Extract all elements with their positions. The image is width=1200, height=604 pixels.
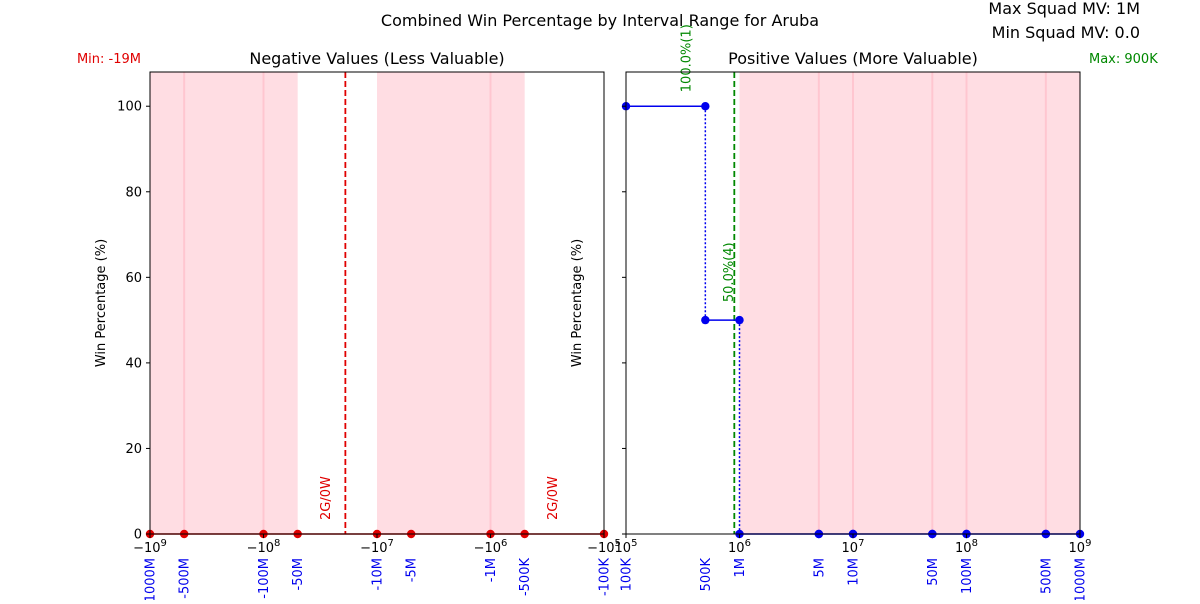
step-start-point-1 (701, 315, 710, 325)
interval-label-50m: -50M (291, 558, 306, 590)
negative-panel-title: Negative Values (Less Valuable) (249, 49, 504, 68)
interval-label-500m: 500M (1039, 558, 1054, 594)
interval-label-5m: 5M (812, 558, 827, 578)
interval-label-10m: -10M (371, 558, 386, 590)
interval-label-1m: -1M (484, 558, 499, 582)
positive-values-panel: Positive Values (More Valuable) Max: 900… (570, 24, 1158, 602)
negative-values-panel: Negative Values (Less Valuable) Min: -19… (77, 49, 621, 604)
interval-label-100k: -100K (598, 558, 613, 597)
shaded-range-1 (377, 72, 525, 534)
interval-label-100m: -100M (257, 558, 272, 599)
shaded-range-0 (739, 72, 1080, 534)
x-tick-label-10-9: 109 (1069, 538, 1092, 556)
interval-label-100m: 100M (960, 558, 975, 594)
max-squad-mv-label: Max Squad MV: 1M (988, 0, 1140, 18)
x-tick-label-10-5: −105 (587, 538, 621, 556)
y-tick-label-5: 100 (117, 100, 142, 115)
annotation-1: 50.0%(4) (722, 242, 737, 302)
interval-label-1000m: -1000M (144, 558, 159, 600)
y-tick-label-3: 60 (125, 271, 142, 286)
annotation-1: 2G/0W (546, 476, 561, 520)
x-tick-label-10-7: 107 (842, 538, 865, 556)
y-tick-label-1: 20 (125, 442, 142, 457)
interval-label-100k: 100K (620, 558, 635, 592)
interval-label-500m: -500M (178, 558, 193, 599)
y-axis-label: Win Percentage (%) (570, 239, 585, 367)
interval-label-500k: -500K (518, 558, 533, 597)
shaded-range-0 (150, 72, 298, 534)
x-tick-label-10-6: −106 (474, 538, 508, 556)
y-tick-label-2: 40 (125, 356, 142, 371)
y-axis-label: Win Percentage (%) (94, 239, 109, 367)
x-tick-label-10-5: 105 (615, 538, 638, 556)
interval-label-1m: 1M (733, 558, 748, 578)
interval-label-50m: 50M (926, 558, 941, 586)
threshold-label: Max: 900K (1089, 52, 1158, 67)
interval-label-10m: 10M (847, 558, 862, 586)
interval-label-500k: 500K (699, 558, 714, 592)
annotation-0: 100.0%(1) (679, 24, 694, 92)
y-tick-label-4: 80 (125, 185, 142, 200)
min-squad-mv-label: Min Squad MV: 0.0 (992, 23, 1140, 42)
x-tick-label-10-8: −108 (247, 538, 281, 556)
x-tick-label-10-7: −107 (360, 538, 394, 556)
x-tick-label-10-9: −109 (133, 538, 167, 556)
x-tick-label-10-8: 108 (955, 538, 978, 556)
x-tick-label-10-6: 106 (728, 538, 751, 556)
threshold-label: Min: -19M (77, 52, 141, 67)
step-end-point-1 (735, 315, 744, 325)
annotation-0: 2G/0W (319, 476, 334, 520)
interval-label-5m: -5M (405, 558, 420, 582)
interval-label-1000m: 1000M (1074, 558, 1089, 600)
positive-panel-title: Positive Values (More Valuable) (728, 49, 978, 68)
figure-title: Combined Win Percentage by Interval Rang… (381, 11, 819, 30)
y-tick-label-0: 0 (134, 528, 142, 543)
